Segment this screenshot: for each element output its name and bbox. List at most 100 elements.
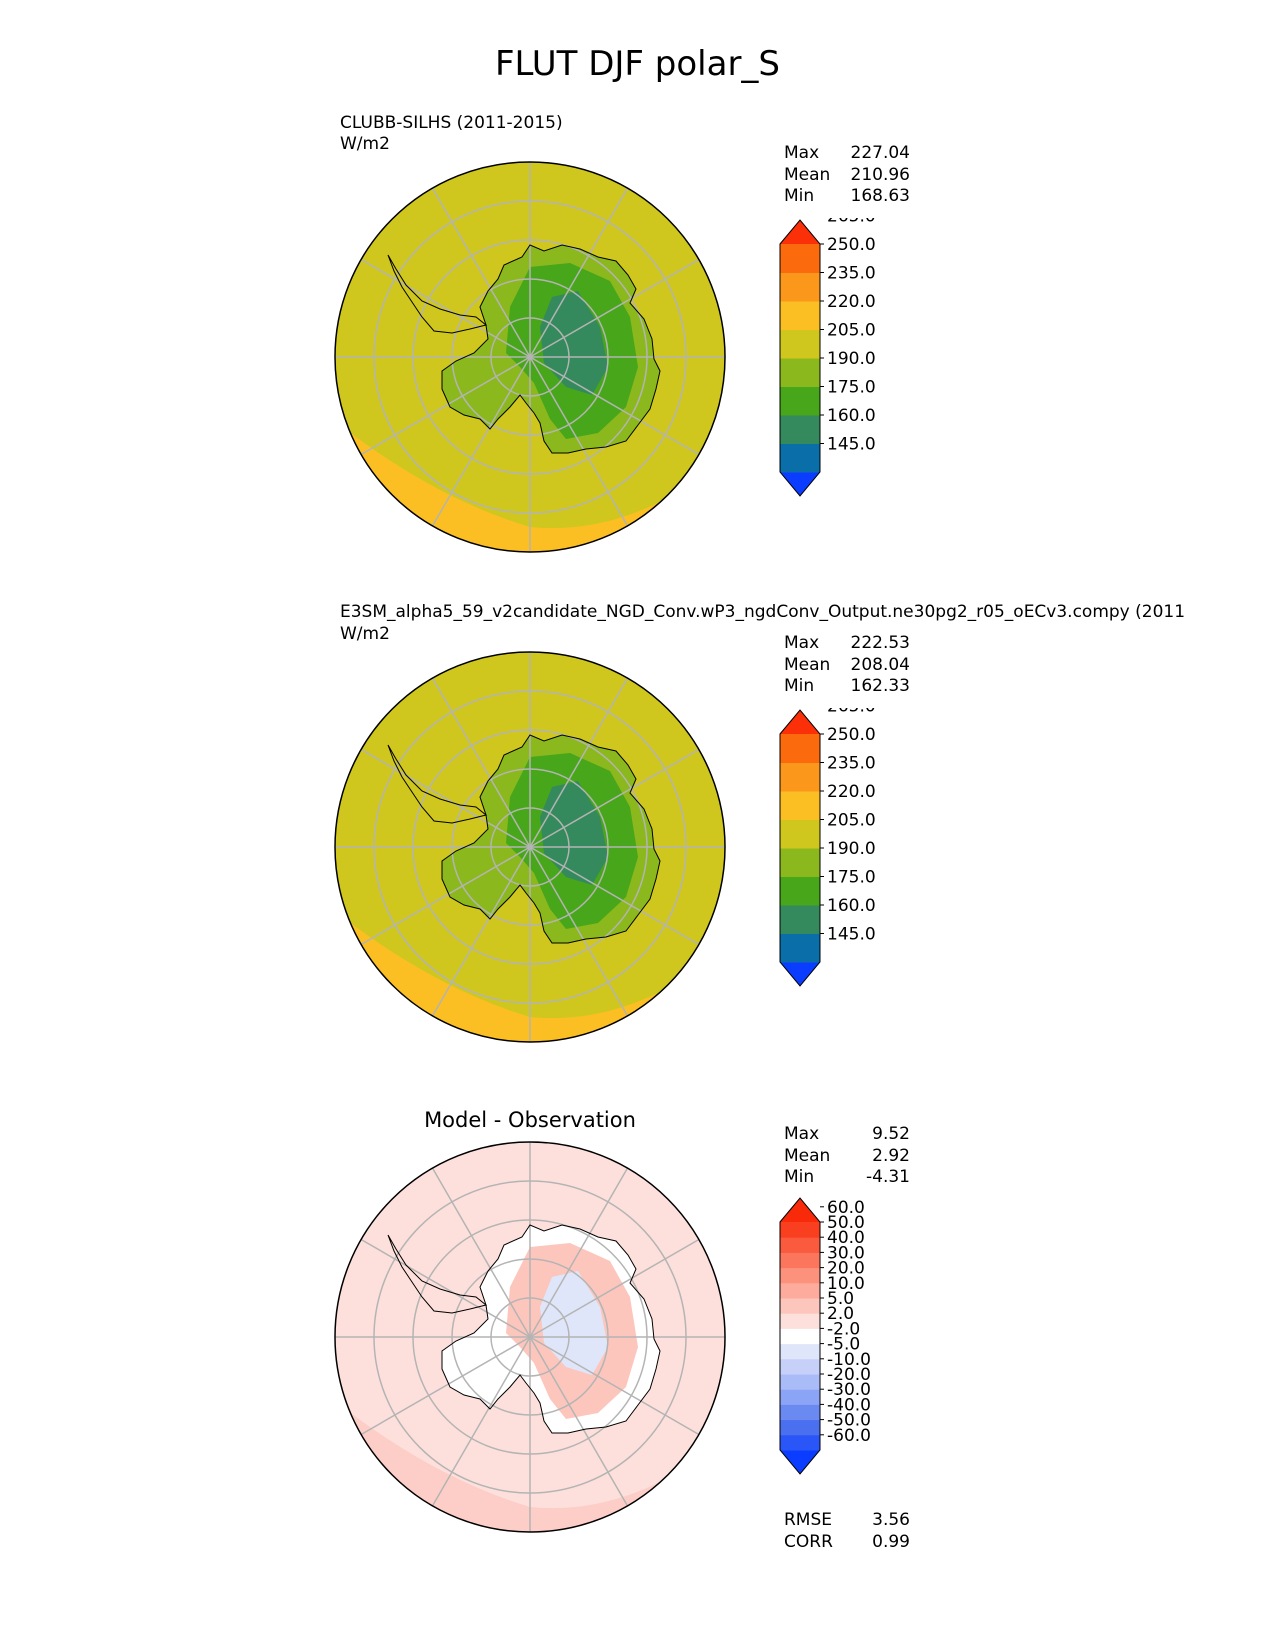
colorbar-segment xyxy=(780,734,820,763)
longitude-gridline xyxy=(431,356,531,527)
panel-1-stats: Max 227.04 Mean 210.96 Min 168.63 xyxy=(784,143,910,209)
colorbar-tick-label: 2.0 xyxy=(827,1304,854,1324)
coastline xyxy=(441,734,661,944)
colorbar-segment xyxy=(780,1237,820,1253)
colorbar-tick-label: -20.0 xyxy=(827,1365,871,1385)
colorbar-tick-label: 60.0 xyxy=(827,1198,865,1218)
colorbar-segment xyxy=(780,1358,820,1375)
colorbar-segment xyxy=(780,762,820,792)
colorbar-segment xyxy=(780,1222,820,1238)
colorbar-segment xyxy=(780,1328,820,1345)
stat-min-value: 168.63 xyxy=(850,186,910,206)
colorbar-tick-label: -10.0 xyxy=(827,1350,871,1370)
colorbar-tick-label: 250.0 xyxy=(827,235,876,255)
stat-mean-label: Mean xyxy=(784,654,831,675)
colorbar-extend-max xyxy=(780,1198,820,1222)
land-core-field xyxy=(540,781,608,885)
coastline xyxy=(441,244,661,454)
colorbar-outline xyxy=(779,219,821,497)
stat-rmse-label: RMSE xyxy=(784,1510,833,1530)
panel-3-polar-map xyxy=(334,1141,726,1533)
panel-2-units: W/m2 xyxy=(340,624,390,644)
longitude-gridline xyxy=(360,846,531,946)
stat-max-value: 222.53 xyxy=(850,633,910,653)
longitude-gridline xyxy=(431,1167,531,1338)
colorbar-segment xyxy=(780,1419,820,1436)
colorbar-segment xyxy=(780,1298,820,1314)
colorbar-extend-min xyxy=(780,962,820,986)
stat-max-label: Max xyxy=(784,633,820,653)
coastline-peninsula xyxy=(387,1234,488,1314)
colorbar-segment xyxy=(780,358,820,387)
colorbar-segment xyxy=(780,1374,820,1390)
longitude-gridline xyxy=(529,1336,629,1507)
longitude-gridline xyxy=(360,258,531,358)
stat-min-label: Min xyxy=(784,676,815,696)
colorbar-tick-label: 190.0 xyxy=(827,839,876,859)
colorbar-extend-min xyxy=(780,1450,820,1474)
colorbar-segment xyxy=(780,1404,820,1421)
longitude-gridline xyxy=(529,846,700,946)
colorbar-outline xyxy=(779,709,821,987)
colorbar-tick-label: 235.0 xyxy=(827,754,876,774)
panel-3-colorbar: -60.0-50.0-40.0-30.0-20.0-10.0-5.0-2.02.… xyxy=(779,1197,871,1475)
colorbar-tick-label: 145.0 xyxy=(827,925,876,945)
longitude-gridline xyxy=(360,748,531,848)
colorbar-segment xyxy=(780,819,820,849)
stat-max-label: Max xyxy=(784,1124,820,1144)
panel-3-title: Model - Observation xyxy=(424,1108,636,1132)
longitude-gridline xyxy=(431,677,531,848)
colorbar-tick-label: 145.0 xyxy=(827,435,876,455)
longitude-gridline xyxy=(529,1336,700,1436)
colorbar-segment xyxy=(780,933,820,963)
colorbar-tick-label: -50.0 xyxy=(827,1411,871,1431)
panel-2-stats: Max 222.53 Mean 208.04 Min 162.33 xyxy=(784,633,910,699)
colorbar-tick-label: 5.0 xyxy=(827,1289,854,1309)
colorbar-segment xyxy=(780,329,820,359)
figure-title: FLUT DJF polar_S xyxy=(494,44,781,84)
stat-mean-value: 210.96 xyxy=(850,164,910,185)
stat-max-label: Max xyxy=(784,143,820,163)
colorbar-tick-label: 175.0 xyxy=(827,378,876,398)
longitude-gridline xyxy=(431,187,531,358)
coastline-peninsula xyxy=(387,254,488,334)
colorbar-tick-label: 220.0 xyxy=(827,292,876,312)
map-boundary xyxy=(334,651,726,1043)
colorbar-tick-label: -5.0 xyxy=(827,1335,860,1355)
stat-min-value: 162.33 xyxy=(850,676,910,696)
colorbar-tick-label: 190.0 xyxy=(827,349,876,369)
stat-max-value: 9.52 xyxy=(872,1124,910,1144)
panel-1-title: CLUBB-SILHS (2011-2015) xyxy=(340,113,563,133)
colorbar-segment xyxy=(780,386,820,416)
colorbar-tick-label: 20.0 xyxy=(827,1259,865,1279)
colorbar-tick-label: -60.0 xyxy=(827,1426,871,1446)
longitude-gridline xyxy=(529,258,700,358)
colorbar-segment xyxy=(780,848,820,877)
colorbar-segment xyxy=(780,1313,820,1329)
panel-2-title: E3SM_alpha5_59_v2candidate_NGD_Conv.wP3_… xyxy=(340,602,1186,622)
stat-mean-value: 208.04 xyxy=(850,654,910,675)
colorbar-segment xyxy=(780,1282,820,1299)
longitude-gridline xyxy=(529,356,700,456)
stat-corr-value: 0.99 xyxy=(872,1531,910,1552)
colorbar-segment xyxy=(780,791,820,820)
colorbar-segment xyxy=(780,1389,820,1405)
colorbar-tick-label: 160.0 xyxy=(827,406,876,426)
stat-min-label: Min xyxy=(784,1167,815,1187)
stat-min-label: Min xyxy=(784,186,815,206)
colorbar-tick-label: -40.0 xyxy=(827,1395,871,1415)
colorbar-tick-label: -30.0 xyxy=(827,1380,871,1400)
map-boundary xyxy=(334,161,726,553)
panel-1-polar-map xyxy=(334,161,726,553)
colorbar-tick-label: 160.0 xyxy=(827,896,876,916)
coastline-peninsula xyxy=(387,744,488,824)
colorbar-segment xyxy=(780,244,820,273)
colorbar-extend-max xyxy=(780,220,820,244)
colorbar-segment xyxy=(780,272,820,302)
longitude-gridline xyxy=(529,846,629,1017)
colorbar-tick-label: 265.0 xyxy=(827,708,876,717)
coastline xyxy=(441,1224,661,1434)
longitude-gridline xyxy=(529,1167,629,1338)
colorbar-tick-label: -2.0 xyxy=(827,1319,860,1339)
panel-3-extra-stats: RMSE 3.56 CORR 0.99 xyxy=(784,1510,910,1554)
